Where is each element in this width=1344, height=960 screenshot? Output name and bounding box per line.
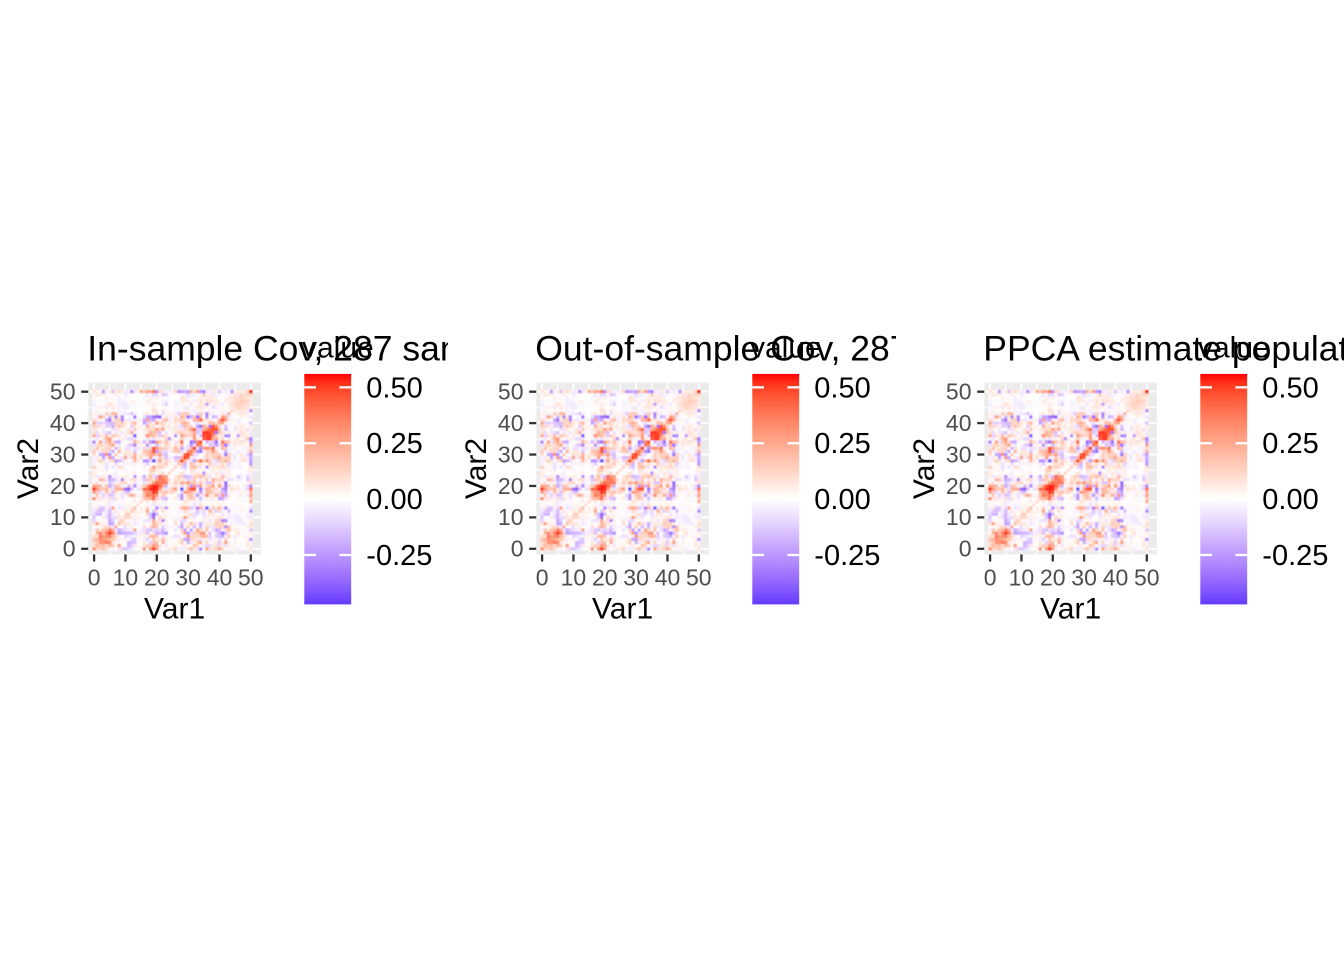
- svg-text:In-sample Cov, 287 samples: In-sample Cov, 287 samples: [87, 329, 534, 369]
- svg-text:PPCA estimate population Cov: PPCA estimate population Cov: [983, 329, 1344, 369]
- svg-text:Out-of-sample Cov, 287 samples: Out-of-sample Cov, 287 samples: [535, 329, 1051, 369]
